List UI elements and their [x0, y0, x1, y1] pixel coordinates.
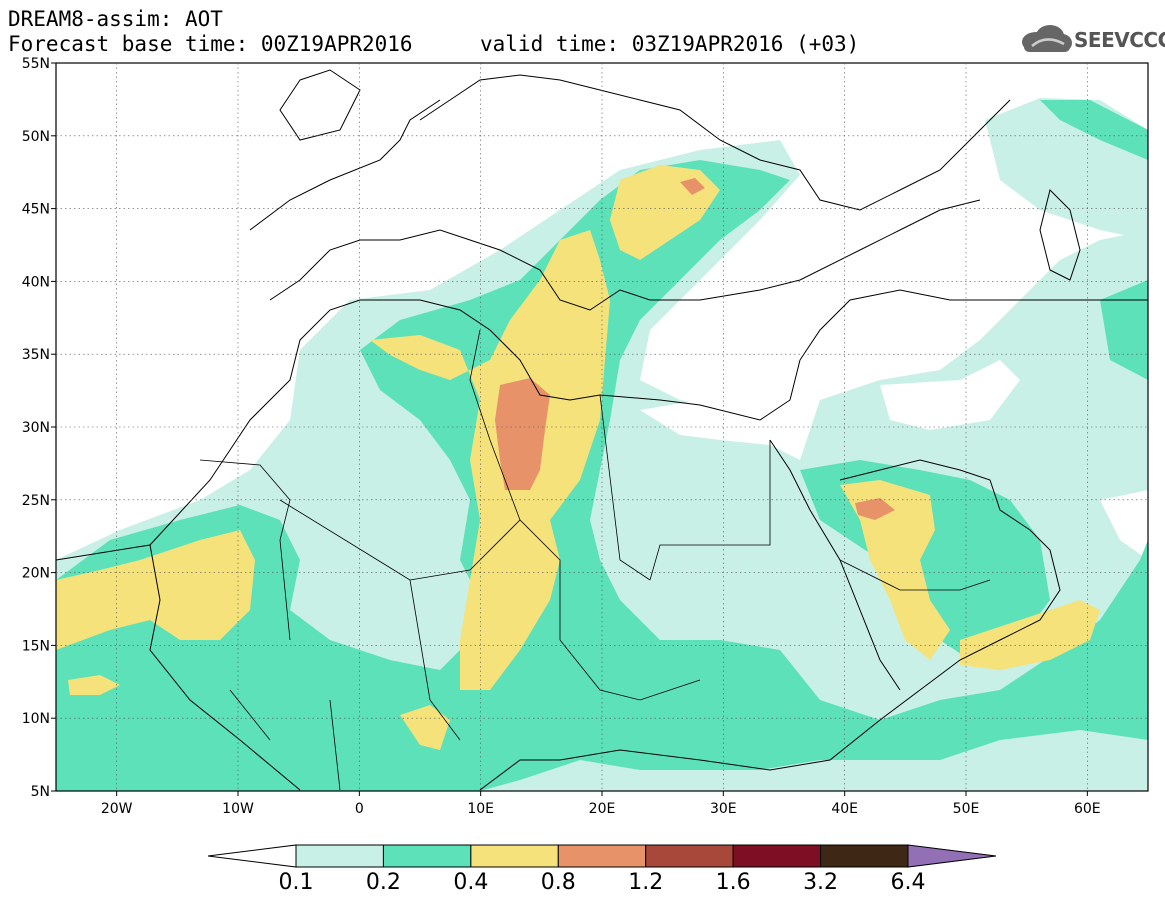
aot-band-yellow-nigeria [400, 705, 450, 750]
legend-swatch [907, 844, 997, 868]
lat-label: 55N [22, 56, 50, 72]
legend-label: 0.4 [453, 870, 489, 895]
aot-band-yellow-coast [68, 675, 120, 695]
legend-swatch [207, 844, 297, 868]
aot-band-orange-romania [680, 178, 705, 195]
aot-contours [56, 69, 1148, 791]
aot-band-yellow-sahara [370, 230, 610, 690]
coastlines [56, 69, 1148, 791]
aot-band-yellow-arabian-sea [960, 600, 1100, 670]
legend-label: 0.2 [365, 870, 401, 895]
longitude-labels: 20W 10W 0 10E 20E 30E 40E 50E 60E [101, 801, 1101, 817]
lat-label: 15N [22, 638, 50, 654]
legend-swatch [645, 844, 734, 868]
legend-label: 3.2 [803, 870, 839, 895]
aot-band-yellow-west-africa [56, 530, 255, 650]
seevccc-logo: SEEVCCC [1018, 24, 1165, 56]
aot-band-green-northeast [1100, 280, 1148, 380]
lon-label: 50E [953, 801, 980, 817]
lon-label: 0 [355, 801, 364, 817]
legend-swatch [382, 844, 472, 868]
lon-label: 20W [101, 801, 133, 817]
aot-clear-area-3 [1100, 490, 1148, 560]
lon-label: 20E [589, 801, 616, 817]
legend-label: 0.8 [540, 870, 576, 895]
lon-label: 60E [1074, 801, 1101, 817]
lat-label: 20N [22, 566, 50, 582]
lat-label: 10N [22, 711, 50, 727]
aot-band-orange-libya [495, 378, 550, 490]
aot-clear-area-1 [640, 400, 770, 445]
lat-label: 5N [31, 784, 50, 800]
cloud-icon [1022, 25, 1072, 52]
legend-label: 1.2 [628, 870, 664, 895]
graticule [51, 62, 1148, 796]
lon-label: 10E [467, 801, 494, 817]
aot-clear-area-2 [880, 360, 1020, 430]
lat-label: 40N [22, 274, 50, 290]
lat-label: 45N [22, 202, 50, 218]
legend-swatch [557, 844, 647, 868]
lat-label: 50N [22, 129, 50, 145]
country-borders [199, 329, 991, 791]
aot-band-yellow-arabia [840, 480, 950, 660]
title-valid-time: valid time: 03Z19APR2016 (+03) [480, 32, 860, 56]
title-base-time: Forecast base time: 00Z19APR2016 [8, 32, 413, 56]
aot-band-orange-arabia [855, 498, 895, 520]
legend-swatch [470, 844, 559, 868]
legend-label: 1.6 [715, 870, 751, 895]
legend-swatch [295, 844, 384, 868]
legend-label: 0.1 [278, 870, 314, 895]
title-product: DREAM8-assim: AOT [8, 7, 223, 31]
latitude-labels: 55N 50N 45N 40N 35N 30N 25N 20N 15N 10N 5N [22, 56, 50, 800]
lon-label: 40E [831, 801, 858, 817]
lat-label: 30N [22, 420, 50, 436]
lat-label: 25N [22, 493, 50, 509]
lat-label: 35N [22, 347, 50, 363]
lon-label: 30E [710, 801, 737, 817]
legend-swatch [732, 844, 822, 868]
logo-text: SEEVCCC [1074, 28, 1165, 52]
legend-label: 6.4 [890, 870, 926, 895]
legend-swatch [820, 844, 909, 868]
aot-band-light-cyan [56, 140, 1148, 791]
aot-band-green-caspian [1040, 100, 1148, 160]
lon-label: 10W [222, 801, 254, 817]
